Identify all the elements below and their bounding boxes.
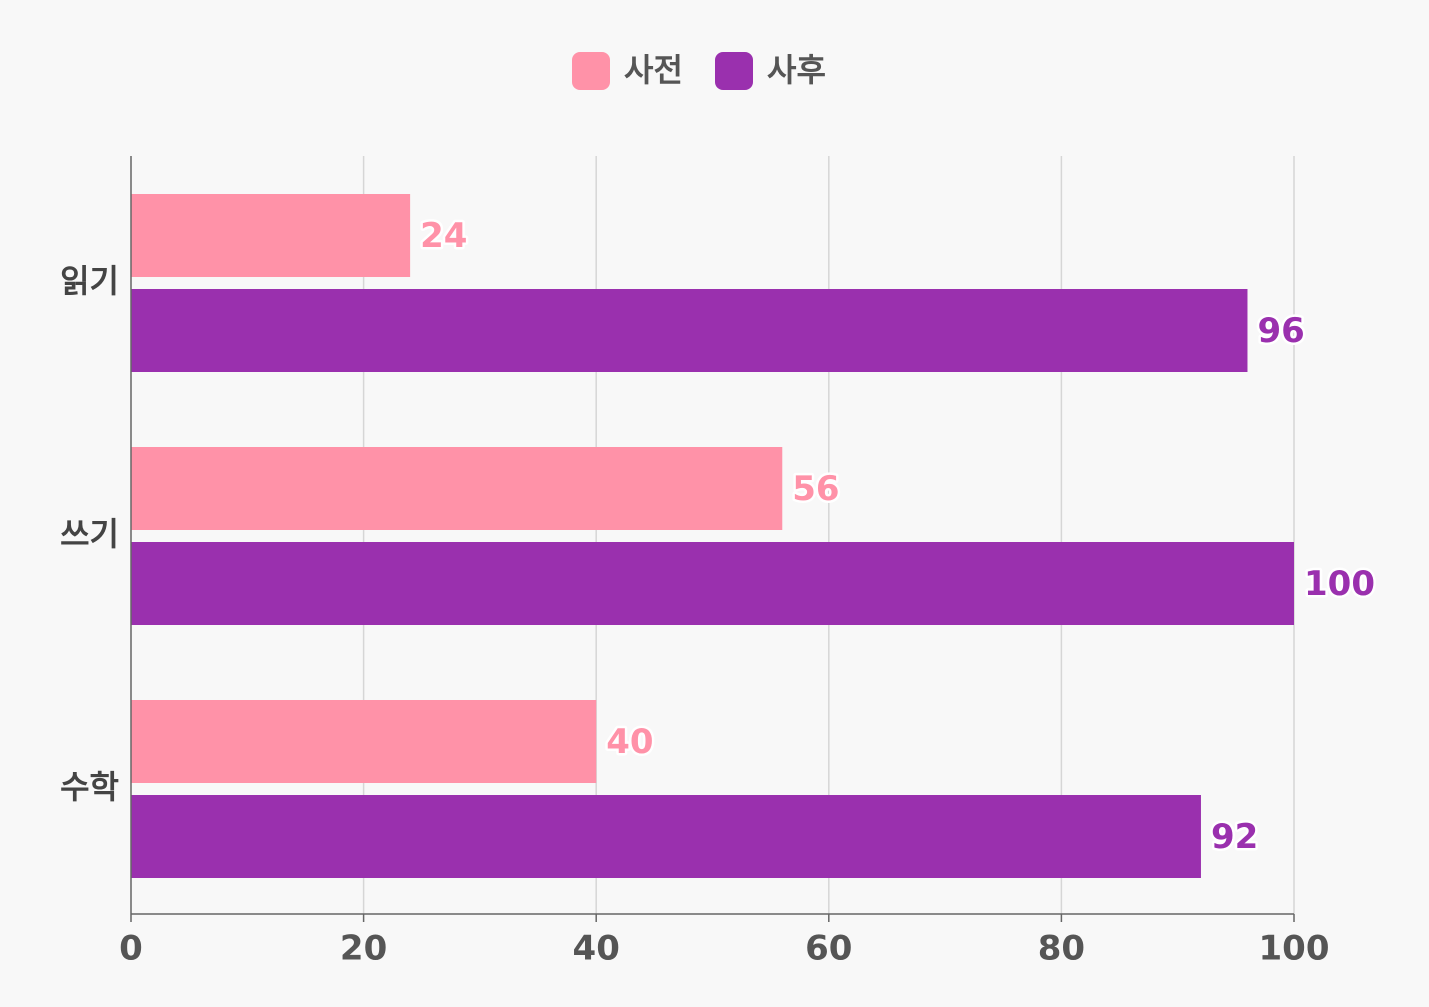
bar-pre-2 — [131, 700, 597, 783]
data-label-post-2: 92 — [1211, 817, 1258, 857]
bar-post-0 — [131, 289, 1248, 372]
legend-swatch-post — [715, 52, 753, 90]
grid-lines — [362, 156, 1295, 914]
data-label-pre-0: 24 — [420, 216, 467, 256]
data-label-pre-2: 40 — [606, 722, 653, 762]
bars — [131, 194, 1294, 878]
category-label-2: 수학 — [60, 768, 119, 806]
data-label-post-1: 100 — [1304, 564, 1375, 604]
data-label-post-0: 96 — [1257, 311, 1304, 351]
bar-pre-1 — [131, 447, 783, 530]
x-tick-labels: 0 20 40 60 80 100 — [119, 929, 1329, 969]
x-tick-label-20: 20 — [340, 929, 387, 969]
x-tick-label-100: 100 — [1259, 929, 1330, 969]
data-label-pre-1: 56 — [792, 469, 839, 509]
x-tick-label-80: 80 — [1038, 929, 1085, 969]
legend-label-post: 사후 — [767, 51, 826, 89]
x-tick-label-0: 0 — [119, 929, 143, 969]
axes — [130, 156, 1295, 922]
bar-post-1 — [131, 542, 1294, 625]
legend-swatch-pre — [572, 52, 610, 90]
data-labels: 24 96 56 100 40 92 — [418, 214, 1378, 860]
bar-post-2 — [131, 795, 1201, 878]
category-label-0: 읽기 — [60, 262, 119, 300]
x-tick-label-40: 40 — [573, 929, 620, 969]
legend: 사전 사후 — [572, 51, 826, 90]
legend-label-pre: 사전 — [624, 51, 683, 89]
category-label-1: 쓰기 — [60, 515, 119, 553]
bar-pre-0 — [131, 194, 411, 277]
x-tick-label-60: 60 — [805, 929, 852, 969]
